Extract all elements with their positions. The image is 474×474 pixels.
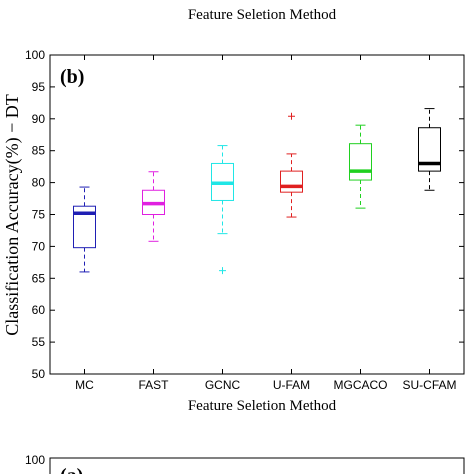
y-tick-label: 75 [32,208,46,222]
box-mc [73,186,96,273]
outlier-marker [288,112,295,120]
box-iqr [73,205,96,249]
x-tick-label: U-FAM [273,378,310,392]
y-tick-label: 60 [32,303,46,317]
box-iqr [418,127,441,172]
box-su-cfam [418,108,441,191]
next-panel-label: (a) [60,465,83,474]
box-mgcaco [349,124,372,209]
x-tick-label: MC [75,378,94,392]
outlier-marker [219,267,226,275]
x-tick-label: GCNC [205,378,241,392]
next-panel-frame [49,457,465,474]
y-axis: 50 55 60 65 70 75 80 85 90 95 100 [25,48,464,381]
x-tick-label: SU-CFAM [403,378,457,392]
y-tick-label: 55 [32,335,46,349]
y-tick-label: 95 [32,80,46,94]
top-caption: Feature Seletion Method [188,7,337,23]
box-iqr [349,143,372,181]
y-tick-label: 80 [32,176,46,190]
y-tick-label: 100 [25,48,45,62]
x-axis: MC FAST GCNC U-FAM MGCACO SU-CFAM [75,55,457,392]
box-fast [142,171,165,242]
y-axis-label: Classification Accuracy(%) − DT [2,94,23,336]
panel-label: (b) [60,66,84,88]
box-u-fam [280,112,303,218]
x-tick-label: MGCACO [334,378,388,392]
y-tick-label: 65 [32,271,46,285]
box-series [73,108,441,275]
y-tick-label: 90 [32,112,46,126]
plot-frame [49,54,465,375]
y-tick-label: 85 [32,144,46,158]
box-iqr [280,170,303,193]
x-tick-label: FAST [138,378,169,392]
x-axis-label: Feature Seletion Method [188,398,337,414]
y-tick-label: 70 [32,239,46,253]
y-tick-label: 50 [32,367,46,381]
next-panel-ytick: 100 [25,453,45,467]
box-gcnc [211,145,234,275]
